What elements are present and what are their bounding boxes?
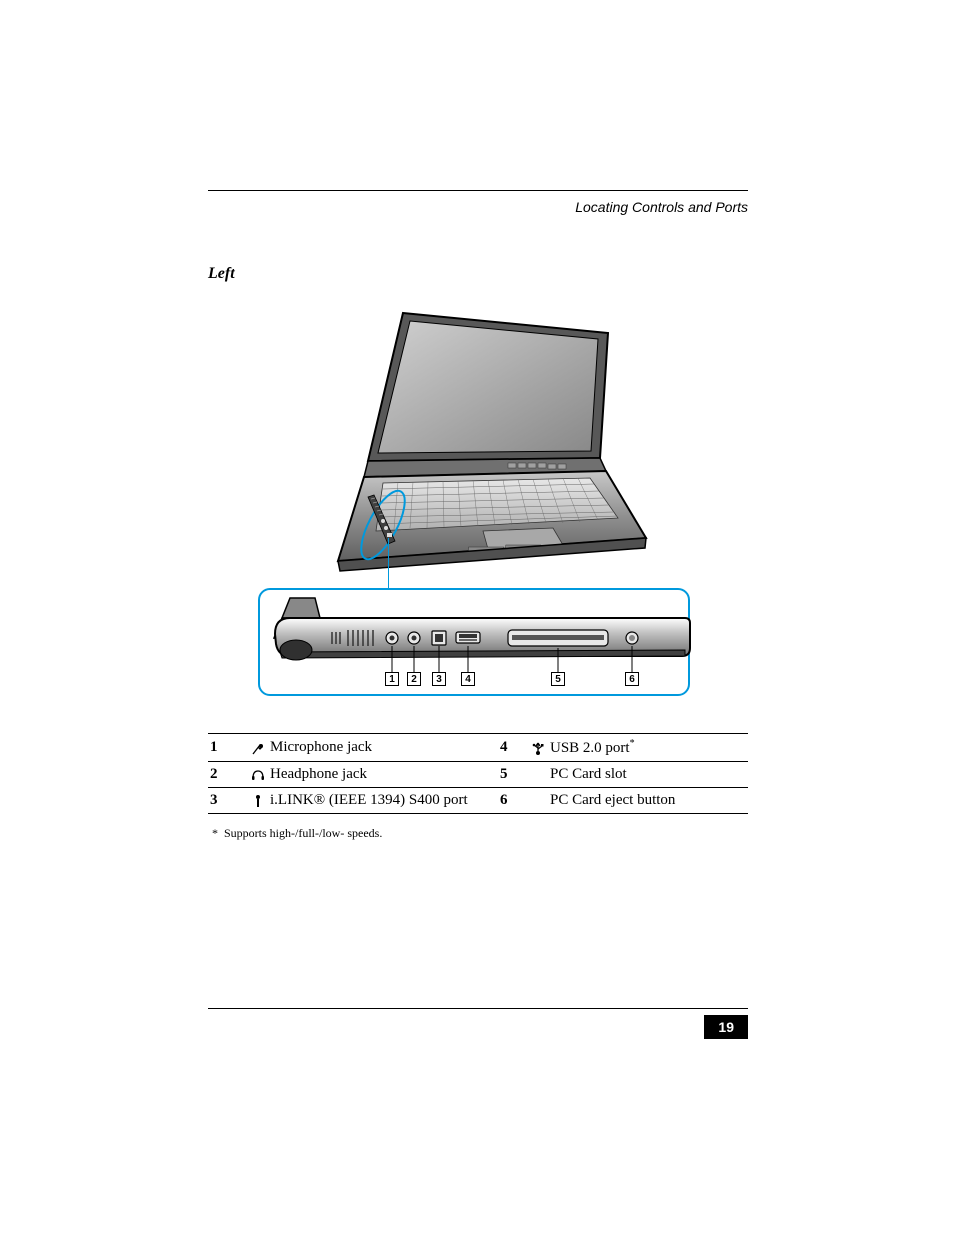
legend-row: 3 i.LINK® (IEEE 1394) S400 port 6 PC Car… bbox=[208, 788, 748, 814]
footnote: * Supports high-/full-/low- speeds. bbox=[208, 826, 748, 841]
callout-4: 4 bbox=[461, 672, 475, 686]
callout-1: 1 bbox=[385, 672, 399, 686]
mic-icon bbox=[248, 734, 268, 762]
legend-num: 5 bbox=[498, 762, 528, 788]
legend-label: PC Card eject button bbox=[548, 788, 748, 814]
section-header: Locating Controls and Ports bbox=[208, 199, 748, 215]
page-number: 19 bbox=[704, 1015, 748, 1039]
legend-label: i.LINK® (IEEE 1394) S400 port bbox=[268, 788, 498, 814]
diagram: 1 2 3 4 5 6 bbox=[258, 303, 698, 703]
legend-num: 2 bbox=[208, 762, 248, 788]
callout-2: 2 bbox=[407, 672, 421, 686]
legend-row: 1 Microphone jack 4 USB 2.0 port* bbox=[208, 734, 748, 762]
legend-table: 1 Microphone jack 4 USB 2.0 port* 2 Head… bbox=[208, 733, 748, 814]
subtitle: Left bbox=[208, 265, 748, 283]
legend-num: 4 bbox=[498, 734, 528, 762]
callout-6: 6 bbox=[625, 672, 639, 686]
legend-label: Microphone jack bbox=[268, 734, 498, 762]
top-rule bbox=[208, 190, 748, 191]
ilink-icon bbox=[248, 788, 268, 814]
connector-line bbox=[388, 538, 389, 589]
legend-num: 1 bbox=[208, 734, 248, 762]
legend-num: 3 bbox=[208, 788, 248, 814]
usb-icon bbox=[528, 734, 548, 762]
legend-label: PC Card slot bbox=[548, 762, 748, 788]
callout-5: 5 bbox=[551, 672, 565, 686]
callout-3: 3 bbox=[432, 672, 446, 686]
legend-label: Headphone jack bbox=[268, 762, 498, 788]
laptop-illustration bbox=[328, 303, 648, 573]
headphone-icon bbox=[248, 762, 268, 788]
page-footer: 19 bbox=[208, 1008, 748, 1009]
legend-row: 2 Headphone jack 5 PC Card slot bbox=[208, 762, 748, 788]
legend-num: 6 bbox=[498, 788, 528, 814]
detail-box: 1 2 3 4 5 6 bbox=[258, 588, 690, 696]
legend-label: USB 2.0 port* bbox=[548, 734, 748, 762]
